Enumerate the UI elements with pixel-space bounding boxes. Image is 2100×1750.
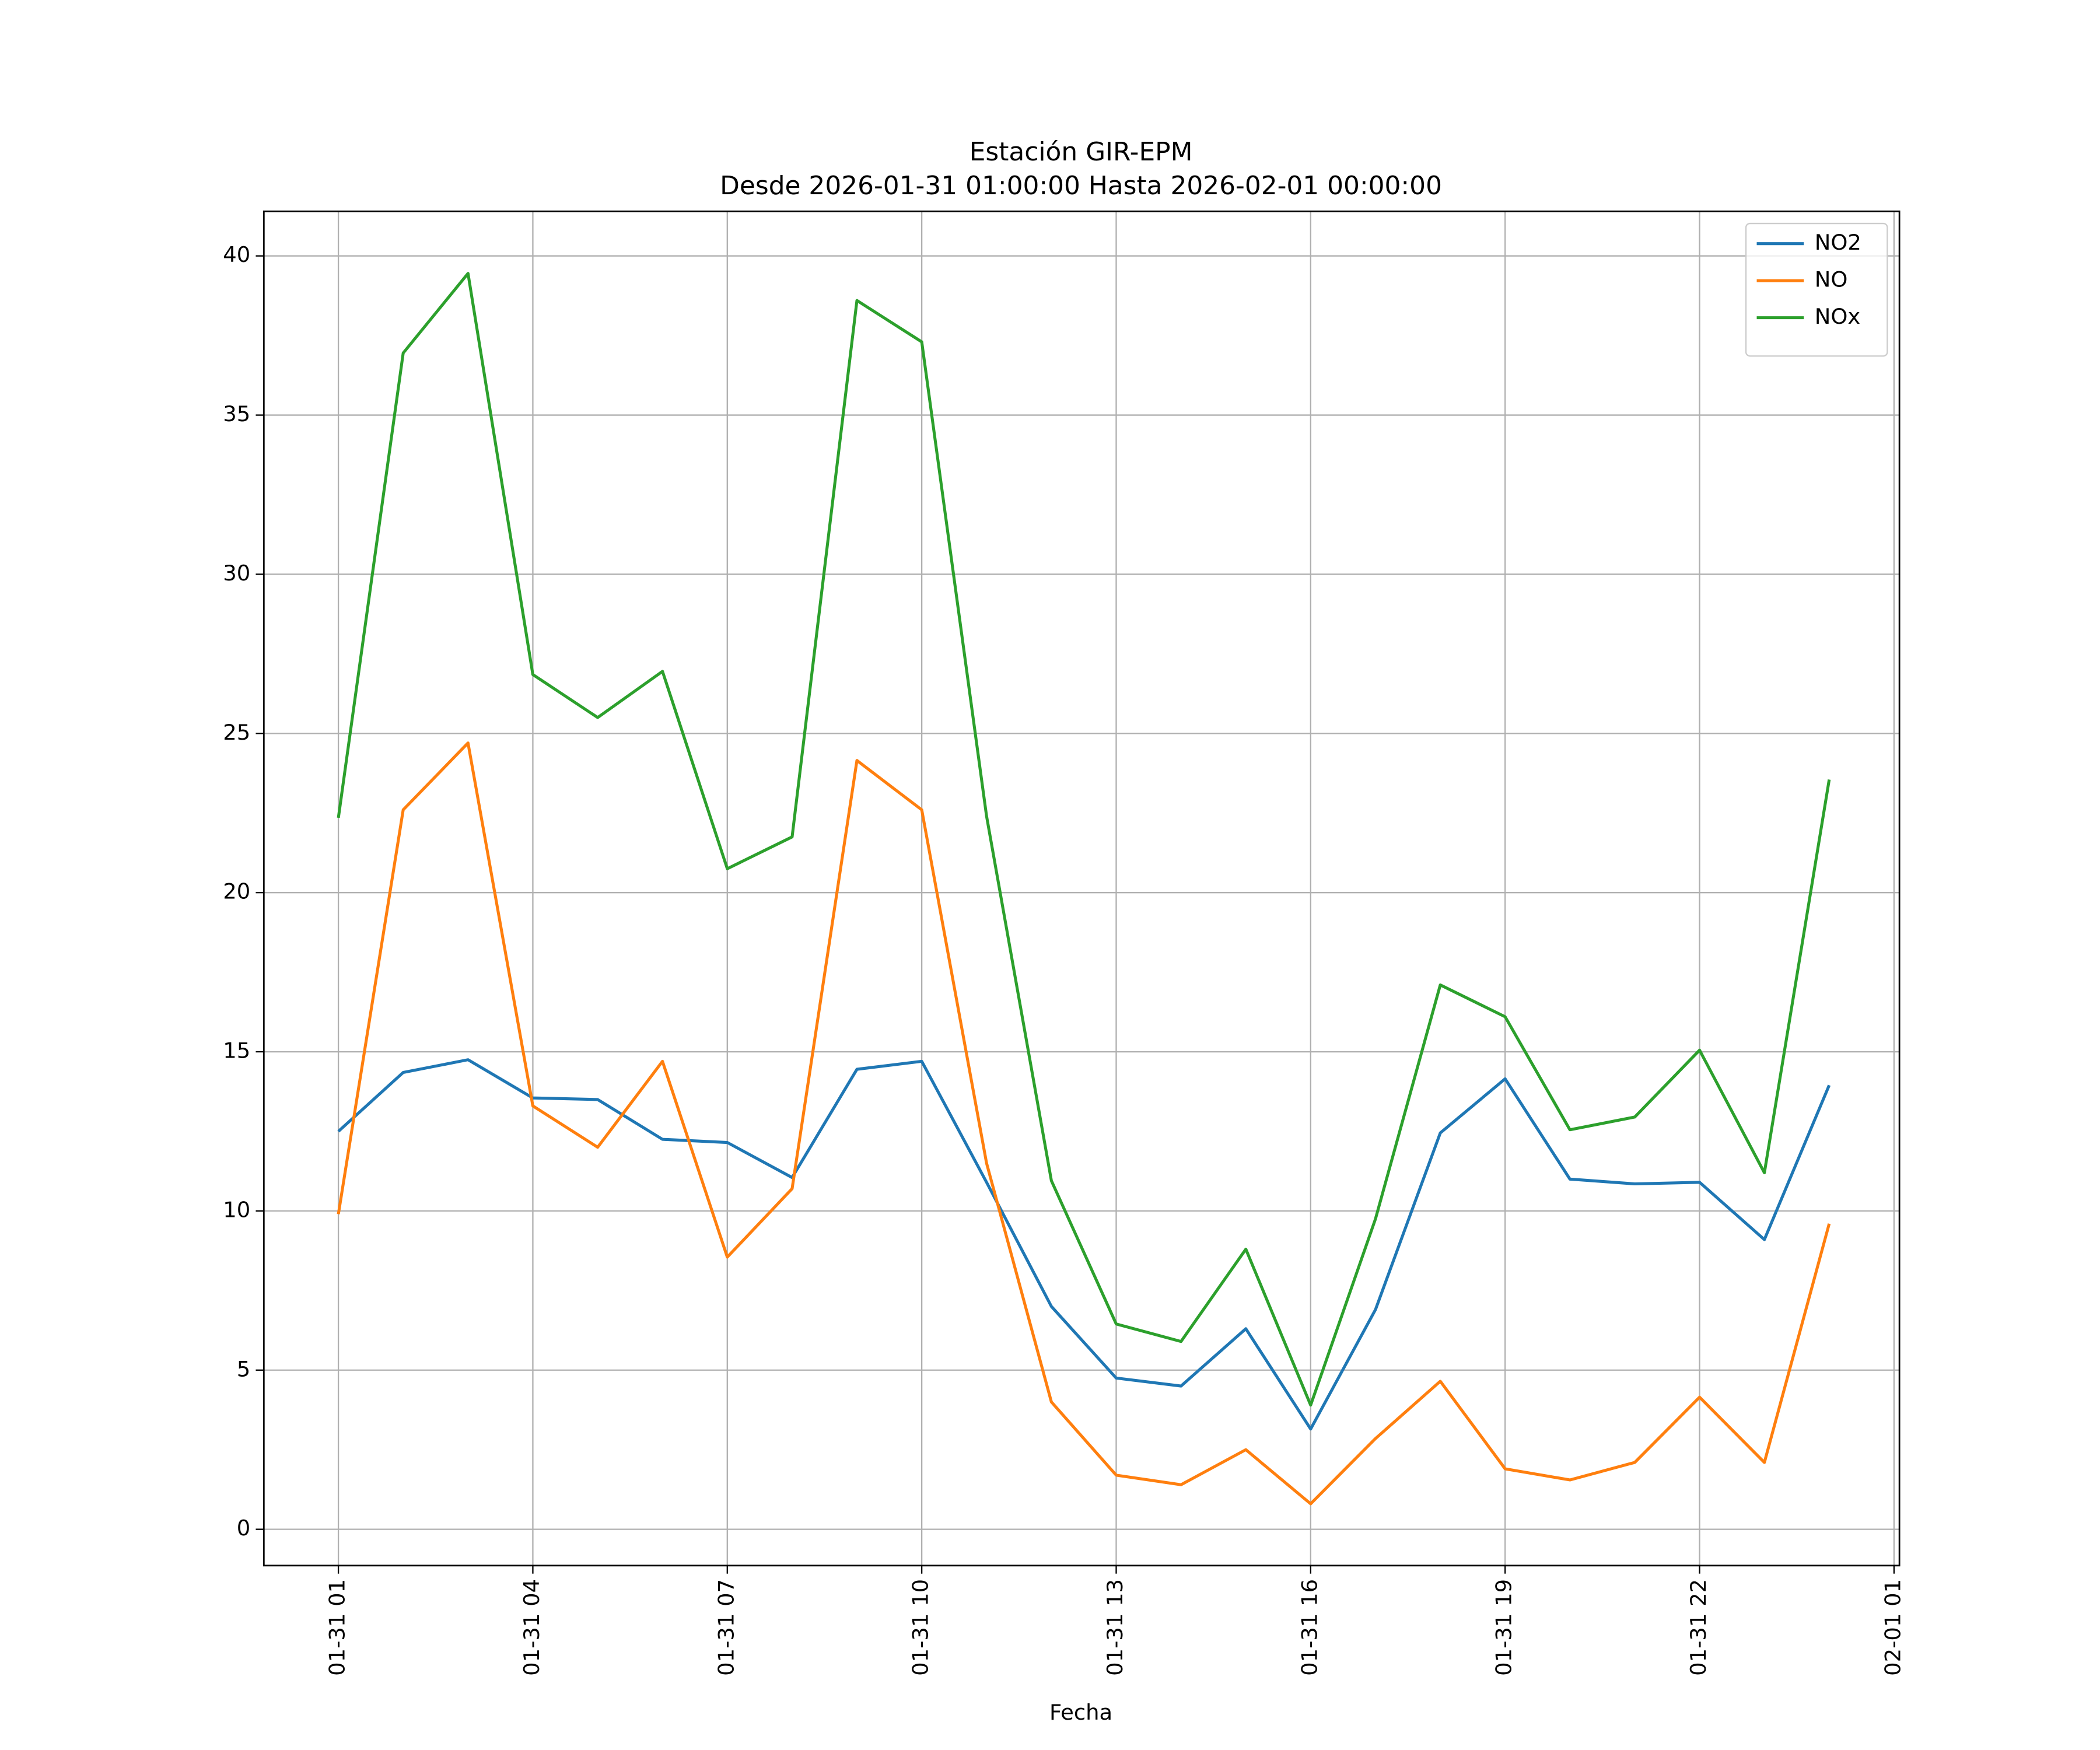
- y-tick-label: 30: [223, 561, 250, 586]
- x-tick-label: 01-31 22: [1686, 1579, 1711, 1676]
- x-tick-label: 02-01 01: [1880, 1579, 1905, 1676]
- x-tick-label: 01-31 07: [713, 1579, 738, 1676]
- x-axis-label: Fecha: [1049, 1700, 1112, 1725]
- legend-label: NO: [1815, 267, 1848, 292]
- series-line: [337, 272, 1831, 1407]
- y-tick-label: 0: [237, 1516, 250, 1541]
- series-line: [337, 741, 1831, 1506]
- y-tick-label: 25: [223, 720, 250, 745]
- legend-label: NOx: [1815, 304, 1861, 329]
- chart-subtitle: Desde 2026-01-31 01:00:00 Hasta 2026-02-…: [720, 171, 1442, 201]
- legend: NO2 NO NOx: [1745, 222, 1888, 357]
- y-tick-label: 10: [223, 1197, 250, 1222]
- y-tick-label: 15: [223, 1038, 250, 1063]
- x-tick-label: 01-31 16: [1297, 1579, 1322, 1676]
- plot-frame: [262, 210, 1901, 1567]
- y-tick-label: 40: [223, 242, 250, 267]
- x-tick-label: 01-31 01: [325, 1579, 350, 1676]
- y-tick-label: 20: [223, 879, 250, 904]
- y-tick-label: 35: [223, 401, 250, 426]
- x-tick-label: 01-31 19: [1492, 1579, 1517, 1676]
- series-line: [337, 1058, 1831, 1431]
- y-tick-label: 5: [237, 1356, 250, 1381]
- legend-box: [1745, 222, 1888, 357]
- legend-label: NO2: [1815, 230, 1861, 255]
- x-tick-label: 01-31 13: [1102, 1579, 1128, 1676]
- chart-title: Estación GIR-EPM: [970, 137, 1193, 167]
- x-tick-label: 01-31 10: [908, 1579, 933, 1676]
- x-tick-label: 01-31 04: [519, 1579, 544, 1676]
